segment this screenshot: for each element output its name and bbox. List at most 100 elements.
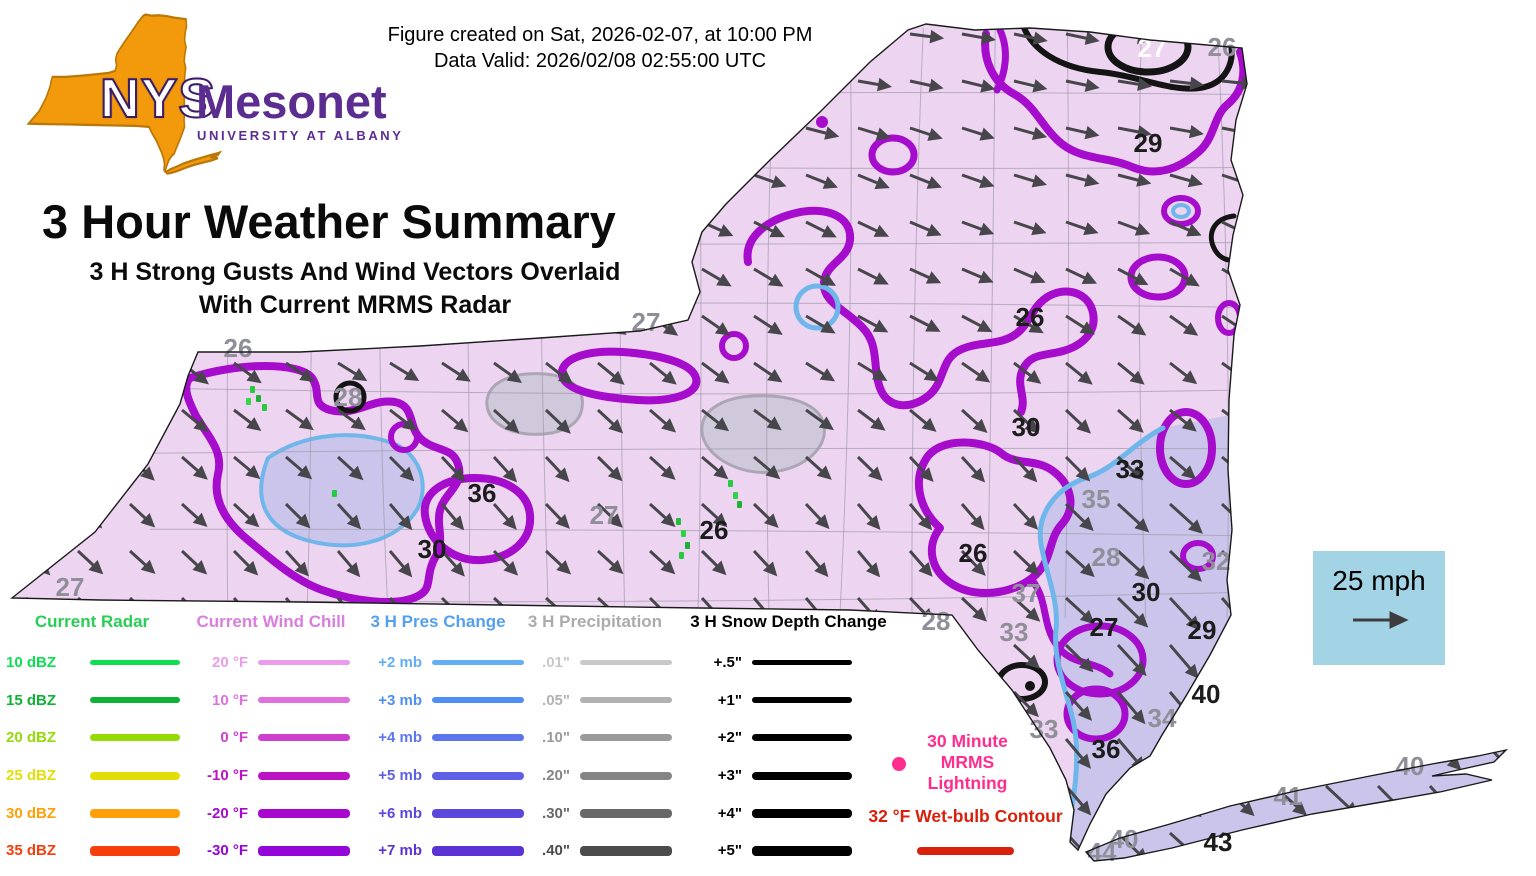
wind-vector-arrow — [857, 267, 889, 285]
snow-depth-contour — [1019, 24, 1235, 92]
wind-vector-arrow — [1012, 502, 1039, 530]
gust-value-label: 40 — [1192, 679, 1221, 709]
wind-vector-arrow — [649, 220, 683, 236]
wind-vector-arrow — [1064, 643, 1094, 673]
wind-vector-arrow — [544, 455, 570, 483]
legend-entry: 30 dBZ — [6, 794, 180, 832]
wind-vector-arrow — [1116, 502, 1150, 533]
wind-vector-arrow — [285, 408, 314, 431]
wind-vector-arrow — [492, 455, 518, 483]
wind-chill-contour — [388, 421, 420, 453]
wind-vector-arrow — [1065, 267, 1098, 284]
wind-vector-arrow — [961, 126, 995, 141]
wind-vector-arrow — [961, 220, 995, 236]
radar-echo — [256, 395, 261, 402]
wind-vector-arrow — [128, 408, 156, 434]
legend-entry-swatch — [432, 771, 524, 780]
contours — [182, 24, 1251, 825]
wind-vector-arrow — [701, 408, 730, 432]
wind-chill-contour — [420, 474, 535, 565]
wind-vector-arrow — [1065, 220, 1099, 236]
page-subtitle: 3 H Strong Gusts And Wind Vectors Overla… — [46, 256, 664, 322]
wind-vector-arrow — [701, 76, 737, 91]
wind-vector-arrow — [961, 173, 995, 189]
gust-value-label: 27 — [632, 307, 661, 337]
subtitle-line-2: With Current MRMS Radar — [198, 291, 512, 319]
wind-vector-arrow — [960, 596, 987, 622]
wind-vector-arrow — [701, 124, 736, 139]
wind-vector-arrow — [648, 455, 676, 480]
lightning-legend-line: 30 Minute — [927, 731, 1008, 751]
wind-vector-arrow — [1429, 361, 1459, 383]
wind-vector-arrow — [908, 503, 933, 531]
wind-vector-arrow — [1480, 596, 1506, 628]
legend-entry-label: 10 dBZ — [6, 654, 57, 672]
wind-vector-arrow — [1169, 173, 1204, 188]
wind-vector-arrow — [1013, 173, 1047, 188]
legend-entry: .01" — [520, 644, 672, 682]
wind-vector-arrow — [753, 173, 787, 189]
wind-vector-arrow — [1377, 361, 1408, 382]
wind-vector-arrow — [388, 550, 413, 578]
wind-vector-arrow — [1377, 173, 1410, 189]
wind-vector-arrow — [1064, 690, 1092, 721]
legend-entry-swatch — [90, 660, 180, 666]
legend-entry-label: .10" — [542, 729, 570, 747]
legend-entry-swatch — [580, 771, 672, 780]
gust-value-label: 30 — [1012, 412, 1041, 442]
wind-vector-arrow — [596, 455, 623, 482]
wind-vector-arrow — [337, 408, 366, 431]
wind-vector-arrow — [597, 361, 625, 385]
gust-value-label: 33 — [1116, 454, 1145, 484]
wind-vector-arrow — [1480, 785, 1506, 820]
wind-vector-arrow — [1065, 125, 1100, 140]
wind-chill-contour — [868, 134, 918, 176]
wind-vector-arrow — [1480, 832, 1506, 861]
wind-vector-arrow — [233, 173, 267, 188]
wind-vector-arrow — [441, 361, 471, 382]
wetbulb-legend-label: 32 °F Wet-bulb Contour — [868, 806, 1063, 826]
legend-entry: -30 °F — [186, 832, 356, 870]
wind-vector-arrow — [233, 29, 269, 43]
gust-value-label: 29 — [1188, 615, 1217, 645]
wind-vector-arrow — [960, 503, 985, 531]
wind-vector-arrow — [753, 314, 783, 335]
wind-vector-arrow — [961, 30, 996, 45]
wind-vector-arrow — [805, 173, 838, 189]
wind-vector-arrow — [337, 173, 370, 189]
wind-vector-arrow — [1481, 314, 1506, 333]
wind-vector-arrow — [805, 126, 840, 140]
legend-entry: .30" — [520, 794, 672, 832]
wind-vector-arrow — [649, 173, 684, 187]
wind-vector-arrow — [960, 455, 986, 483]
legend-entry-swatch — [90, 697, 180, 704]
wind-vector-arrow — [1272, 550, 1304, 585]
wind-vector-arrow — [1117, 314, 1147, 336]
wind-vector-arrow — [493, 79, 528, 93]
wind-vector-arrow — [1065, 173, 1100, 187]
wind-vector-arrow — [701, 173, 735, 188]
legend-entry: +5" — [686, 832, 891, 870]
legend-entry-label: 25 dBZ — [6, 767, 57, 785]
wind-vector-arrow — [1220, 691, 1252, 726]
legend-entry-swatch — [258, 845, 350, 856]
radar-echo — [250, 386, 255, 393]
wind-vector-arrow — [1064, 408, 1091, 434]
wind-vector-arrow — [597, 125, 632, 139]
wind-vector-arrow — [1377, 267, 1410, 284]
wind-vector-arrow — [285, 455, 313, 480]
wind-vector-arrow — [129, 361, 157, 385]
wind-vector-arrow — [1013, 267, 1046, 284]
radar-echo — [737, 501, 742, 508]
wind-vector-arrow — [388, 503, 413, 531]
wind-vector-arrow — [1325, 28, 1361, 43]
gust-value-label: 37 — [1012, 578, 1041, 608]
wind-vector-arrow — [1273, 408, 1303, 431]
wind-chill-contour — [719, 331, 749, 361]
legend-entry: +1" — [686, 682, 891, 720]
wind-vector-arrow — [753, 408, 782, 431]
legend-entry-label: +2 mb — [378, 654, 422, 672]
pressure-contour — [793, 283, 841, 331]
wind-vector-arrow — [1116, 691, 1146, 725]
wind-reference-arrow-icon — [1353, 611, 1409, 629]
